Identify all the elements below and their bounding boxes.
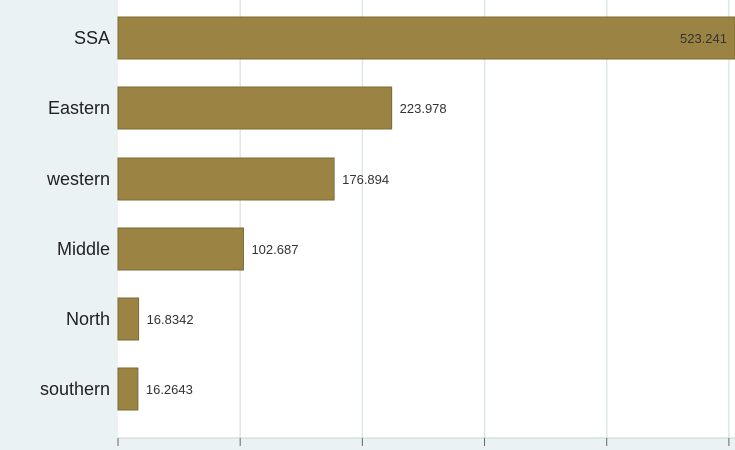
- bar-western: [117, 157, 335, 201]
- category-label: southern: [40, 379, 110, 399]
- category-label: SSA: [74, 28, 110, 48]
- value-label: 223.978: [400, 101, 447, 116]
- value-label: 176.894: [342, 172, 389, 187]
- value-label: 523.241: [680, 31, 727, 46]
- category-label: Eastern: [48, 98, 110, 118]
- category-label: western: [46, 169, 110, 189]
- plot-area: [118, 0, 735, 438]
- x-axis: [117, 437, 735, 446]
- value-labels: 523.241 223.978 176.894 102.687 16.8342 16.26…: [146, 31, 727, 397]
- value-label: 16.8342: [147, 312, 194, 327]
- value-label: 16.2643: [146, 382, 193, 397]
- bar-southern: [117, 367, 139, 411]
- bar-middle: [117, 227, 244, 271]
- bar-eastern: [117, 86, 393, 130]
- bar-north: [117, 297, 140, 341]
- gridlines: [239, 0, 730, 438]
- category-label: North: [66, 309, 110, 329]
- bar-ssa: [117, 16, 735, 60]
- value-label: 102.687: [251, 242, 298, 257]
- category-labels: SSA Eastern western Middle North southern: [40, 28, 110, 399]
- bars-group: [117, 16, 735, 411]
- category-label: Middle: [57, 239, 110, 259]
